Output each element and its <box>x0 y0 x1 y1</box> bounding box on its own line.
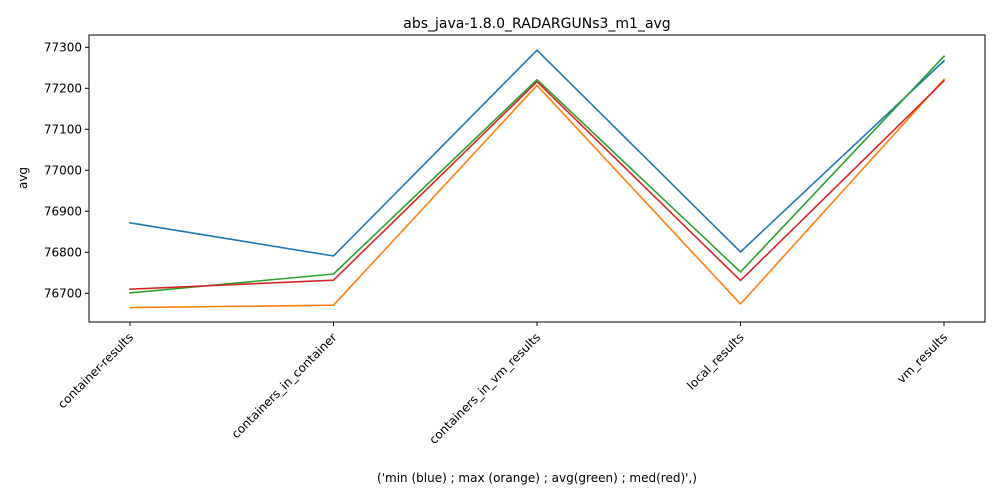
y-tick-label: 77000 <box>44 163 82 177</box>
y-tick-label: 77300 <box>44 40 82 54</box>
x-axis-label: ('min (blue) ; max (orange) ; avg(green)… <box>377 471 697 485</box>
series-layer <box>129 49 946 309</box>
plot-frame <box>88 34 986 323</box>
y-tick-label: 76700 <box>44 286 82 300</box>
x-tick-label: containers_in_container <box>229 330 340 441</box>
y-tick-label: 77200 <box>44 81 82 95</box>
y-tick-label: 77100 <box>44 122 82 136</box>
x-axis: container-results containers_in_container… <box>55 322 950 447</box>
y-tick-label: 76800 <box>44 245 82 259</box>
x-tick-label: local_results <box>684 330 746 392</box>
series-line-1 <box>129 78 946 309</box>
x-tick-label: containers_in_vm_results <box>426 330 543 447</box>
x-tick-label: vm_results <box>894 330 950 386</box>
y-axis: 76700 76800 76900 77000 77100 77200 77300 <box>44 40 89 300</box>
series-line-3 <box>129 79 946 291</box>
y-axis-label: avg <box>16 167 30 189</box>
series-line-2 <box>129 55 946 294</box>
chart-title: abs_java-1.8.0_RADARGUNs3_m1_avg <box>403 16 670 32</box>
x-tick-label: container-results <box>55 330 136 411</box>
series-line-0 <box>129 49 946 257</box>
y-tick-label: 76900 <box>44 204 82 218</box>
